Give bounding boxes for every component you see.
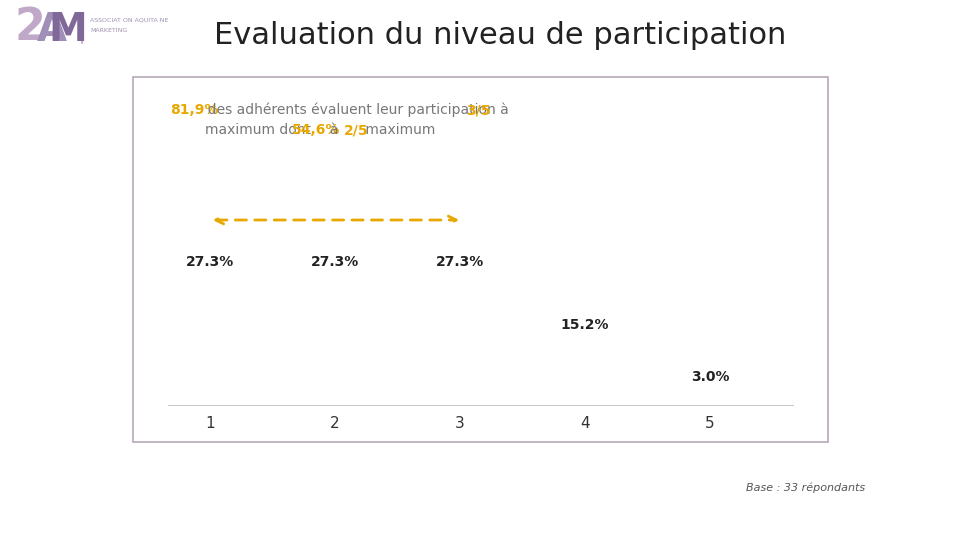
Text: 3.0%: 3.0% (691, 370, 730, 384)
Text: 2/5: 2/5 (344, 123, 369, 137)
Text: 81,9%: 81,9% (170, 103, 218, 117)
Text: 15.2%: 15.2% (561, 318, 610, 332)
FancyBboxPatch shape (133, 77, 828, 442)
Text: maximum dont: maximum dont (170, 123, 316, 137)
Text: 54,6%: 54,6% (292, 123, 340, 137)
Text: 2: 2 (14, 6, 45, 50)
Text: 27.3%: 27.3% (436, 255, 484, 269)
Text: Evaluation du niveau de participation: Evaluation du niveau de participation (214, 21, 786, 50)
Text: des adhérents évaluent leur participation à: des adhérents évaluent leur participatio… (199, 103, 514, 117)
Text: maximum: maximum (361, 123, 436, 137)
Text: à: à (321, 123, 343, 137)
Text: 3/5: 3/5 (466, 103, 491, 117)
Text: 27.3%: 27.3% (186, 255, 234, 269)
Text: 1: 1 (205, 415, 215, 430)
Text: Base : 33 répondants: Base : 33 répondants (746, 483, 865, 493)
Text: 4: 4 (580, 415, 589, 430)
Text: M: M (49, 11, 87, 49)
Text: ASSOCIAT ON AQUITA NE: ASSOCIAT ON AQUITA NE (90, 17, 168, 23)
Text: 3: 3 (455, 415, 465, 430)
Text: A: A (36, 11, 67, 49)
Text: MARKETING: MARKETING (90, 28, 128, 32)
Text: 2: 2 (330, 415, 340, 430)
Text: 27.3%: 27.3% (311, 255, 359, 269)
Text: 5: 5 (706, 415, 715, 430)
